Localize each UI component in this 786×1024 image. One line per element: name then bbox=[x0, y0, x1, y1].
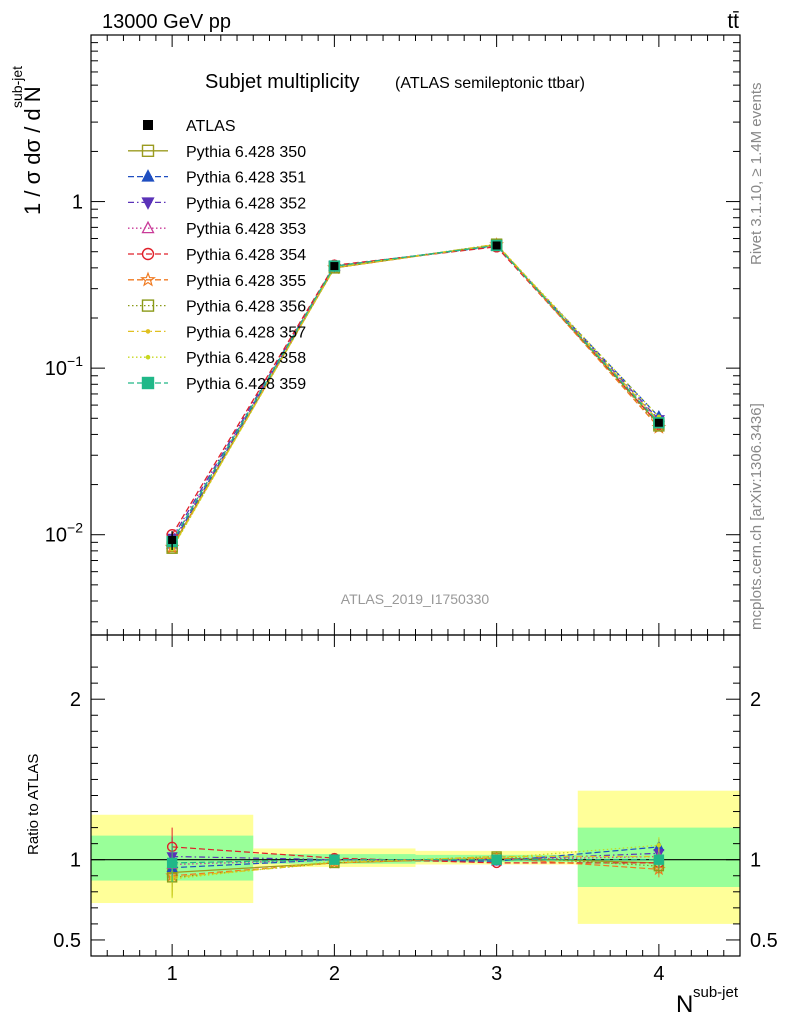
ratio-y-tick-label: 0.5 bbox=[53, 930, 81, 952]
main-panel: 10−210−11 Subjet multiplicity (ATLAS sem… bbox=[9, 34, 741, 636]
series-line bbox=[171, 244, 660, 542]
ratio-series-layer bbox=[165, 827, 666, 899]
main-series-layer bbox=[164, 237, 667, 554]
main-y-tick-label-base: 10 bbox=[45, 358, 67, 380]
legend-label: Pythia 6.428 354 bbox=[186, 247, 306, 264]
x-tick-label: 1 bbox=[167, 963, 178, 985]
legend-marker bbox=[141, 247, 155, 261]
main-y-tick-label-exp: −1 bbox=[67, 353, 83, 369]
x-axis-label-sup: sub-jet bbox=[693, 984, 739, 1001]
main-y-tick-label: 10−2 bbox=[45, 520, 83, 547]
series-line bbox=[171, 244, 660, 543]
legend-marker bbox=[145, 354, 151, 360]
x-tick-label: 3 bbox=[491, 963, 502, 985]
legend-marker bbox=[141, 376, 155, 390]
energy-label: 13000 GeV pp bbox=[102, 11, 231, 33]
legend-label: Pythia 6.428 352 bbox=[186, 195, 306, 212]
legend-marker bbox=[141, 299, 155, 312]
data-point bbox=[330, 262, 339, 271]
x-axis-label: N bbox=[676, 991, 693, 1018]
main-subtitle: (ATLAS semileptonic ttbar) bbox=[395, 75, 585, 92]
main-y-axis-label: 1 / σ dσ / d N sub-jet bbox=[9, 66, 45, 215]
series-line bbox=[171, 244, 660, 547]
ratio-marker bbox=[166, 857, 178, 869]
main-y-tick-label: 1 bbox=[72, 192, 83, 214]
data-point bbox=[654, 418, 663, 427]
main-title: Subjet multiplicity bbox=[205, 71, 360, 93]
legend-label: Pythia 6.428 351 bbox=[186, 170, 306, 187]
series-line bbox=[171, 244, 660, 548]
x-tick-label: 4 bbox=[653, 963, 664, 985]
main-y-axis-label-text: 1 / σ dσ / d N bbox=[20, 86, 45, 215]
main-y-tick-label-exp: −2 bbox=[67, 520, 83, 536]
ratio-y-tick-label-right: 0.5 bbox=[750, 930, 778, 952]
series-line bbox=[171, 245, 660, 545]
ratio-marker bbox=[653, 854, 665, 865]
legend-data-marker bbox=[143, 120, 153, 130]
legend-label: Pythia 6.428 350 bbox=[186, 144, 306, 161]
legend-marker bbox=[141, 197, 155, 210]
source-label: mcplots.cern.ch [arXiv:1306.3436] bbox=[748, 403, 765, 630]
main-y-axis-label-sup: sub-jet bbox=[9, 66, 25, 108]
ratio-y-tick-label: 1 bbox=[70, 850, 81, 872]
data-point bbox=[168, 535, 177, 544]
legend-label: Pythia 6.428 359 bbox=[186, 376, 306, 393]
ratio-y-axis-label: Ratio to ATLAS bbox=[25, 754, 42, 855]
ratio-y-tick-label-right: 2 bbox=[750, 689, 761, 711]
data-point bbox=[492, 241, 501, 250]
ratio-marker bbox=[656, 842, 662, 848]
main-y-tick-label-base: 10 bbox=[45, 525, 67, 547]
analysis-id-label: ATLAS_2019_I1750330 bbox=[341, 591, 490, 607]
ratio-y-tick-label-right: 1 bbox=[750, 850, 761, 872]
ratio-panel: 1 2 3 4 0.5 0.5 1 1 2 2 Ratio to ATLAS N sub-jet bbox=[25, 634, 778, 1018]
legend-label: Pythia 6.428 357 bbox=[186, 324, 306, 341]
ratio-marker bbox=[329, 854, 340, 865]
legend-marker bbox=[140, 271, 156, 287]
x-tick-label: 2 bbox=[329, 963, 340, 985]
legend-marker bbox=[145, 329, 151, 334]
legend-marker bbox=[141, 220, 155, 234]
ratio-marker bbox=[491, 854, 502, 865]
legend-label: Pythia 6.428 358 bbox=[186, 350, 306, 367]
legend-data-label: ATLAS bbox=[186, 118, 236, 135]
legend-label: Pythia 6.428 353 bbox=[186, 221, 306, 238]
ratio-series-line bbox=[172, 859, 659, 864]
legend-marker bbox=[141, 144, 155, 158]
rivet-version-label: Rivet 3.1.10, ≥ 1.4M events bbox=[748, 83, 765, 266]
legend: ATLAS Pythia 6.428 350 Pythia 6.428 351 Pyt… bbox=[128, 118, 306, 393]
main-y-tick-label: 10−1 bbox=[45, 353, 83, 380]
process-label: tt̄ bbox=[727, 10, 739, 33]
ratio-axes: 1 2 3 4 0.5 0.5 1 1 2 2 bbox=[53, 634, 778, 985]
ratio-y-tick-label: 2 bbox=[70, 689, 81, 711]
ratio-series-line bbox=[172, 855, 659, 866]
ratio-series-line bbox=[172, 857, 659, 877]
series-line bbox=[171, 244, 660, 550]
legend-label: Pythia 6.428 355 bbox=[186, 273, 306, 290]
legend-label: Pythia 6.428 356 bbox=[186, 299, 306, 316]
legend-marker bbox=[141, 169, 155, 182]
